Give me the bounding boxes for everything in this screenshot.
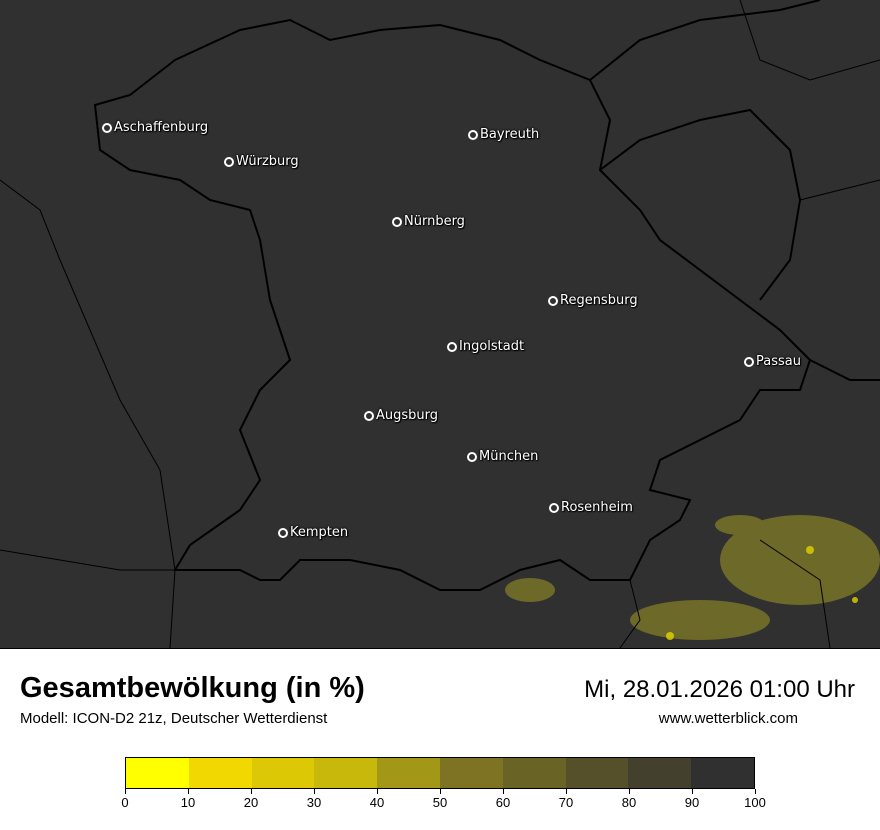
color-legend-bar	[125, 757, 755, 789]
website-label: www.wetterblick.com	[658, 710, 798, 727]
legend-tick-label: 90	[684, 795, 700, 810]
city-label: Kempten	[290, 525, 349, 540]
legend-tick-label: 0	[121, 795, 129, 810]
legend-tick	[692, 789, 693, 794]
city-dot-icon	[224, 156, 234, 167]
city-marker: Augsburg	[364, 408, 438, 423]
legend-swatch	[691, 758, 754, 788]
legend-swatch	[126, 758, 189, 788]
model-subtitle: Modell: ICON-D2 21z, Deutscher Wetterdie…	[20, 710, 328, 727]
city-dot-icon	[447, 341, 457, 352]
legend-tick-label: 100	[744, 795, 766, 810]
map-title: Gesamtbewölkung (in %)	[20, 672, 365, 704]
legend-swatch	[314, 758, 378, 788]
legend-tick-label: 80	[621, 795, 637, 810]
legend-tick	[125, 789, 126, 794]
city-marker: Aschaffenburg	[102, 120, 208, 135]
cloud-areas	[505, 515, 880, 640]
city-label: Bayreuth	[480, 127, 540, 142]
legend-swatch	[188, 758, 252, 788]
legend-tick	[440, 789, 441, 794]
city-marker: Regensburg	[548, 293, 638, 308]
city-label: Passau	[756, 354, 801, 369]
city-dot-icon	[278, 527, 288, 538]
legend-tick	[377, 789, 378, 794]
city-label: München	[479, 449, 539, 464]
city-dot-icon	[549, 502, 559, 513]
legend-tick-label: 60	[495, 795, 511, 810]
city-marker: Würzburg	[224, 154, 299, 169]
cloud-cover-map[interactable]: Aschaffenburg Würzburg Bayreuth Nürnberg…	[0, 0, 880, 649]
city-dot-icon	[364, 410, 374, 421]
legend-tick-label: 30	[306, 795, 322, 810]
city-label: Rosenheim	[561, 500, 633, 515]
legend-tick	[629, 789, 630, 794]
city-dot-icon	[392, 216, 402, 227]
legend-tick	[503, 789, 504, 794]
city-label: Aschaffenburg	[114, 120, 209, 135]
city-marker: Nürnberg	[392, 214, 465, 229]
city-label: Nürnberg	[404, 214, 465, 229]
forecast-datetime: Mi, 28.01.2026 01:00 Uhr	[584, 676, 855, 703]
legend-tick	[251, 789, 252, 794]
legend-swatch	[565, 758, 629, 788]
city-label: Augsburg	[376, 408, 439, 423]
city-dot-icon	[744, 356, 754, 367]
legend-tick-label: 20	[243, 795, 259, 810]
legend-tick	[566, 789, 567, 794]
city-marker: Bayreuth	[468, 127, 539, 142]
city-marker: Kempten	[278, 525, 348, 540]
legend-tick	[188, 789, 189, 794]
city-marker: Rosenheim	[549, 500, 633, 515]
legend-tick-label: 50	[432, 795, 448, 810]
city-dot-icon	[102, 122, 112, 133]
city-label: Würzburg	[236, 154, 299, 169]
city-dot-icon	[548, 295, 558, 306]
city-dot-icon	[467, 451, 477, 462]
legend-tick-label: 70	[558, 795, 574, 810]
legend-swatch	[439, 758, 503, 788]
legend-tick	[755, 789, 756, 794]
city-marker: München	[467, 449, 538, 464]
city-marker: Passau	[744, 354, 801, 369]
city-marker: Ingolstadt	[447, 339, 524, 354]
map-borders	[0, 0, 880, 648]
legend-tick-label: 40	[369, 795, 385, 810]
legend-swatch	[377, 758, 440, 788]
legend-swatch	[628, 758, 692, 788]
legend-tick	[314, 789, 315, 794]
city-label: Regensburg	[560, 293, 638, 308]
legend-tick-label: 10	[180, 795, 196, 810]
legend-swatch	[502, 758, 566, 788]
legend-swatch	[251, 758, 315, 788]
city-dot-icon	[468, 129, 478, 140]
city-label: Ingolstadt	[459, 339, 525, 354]
